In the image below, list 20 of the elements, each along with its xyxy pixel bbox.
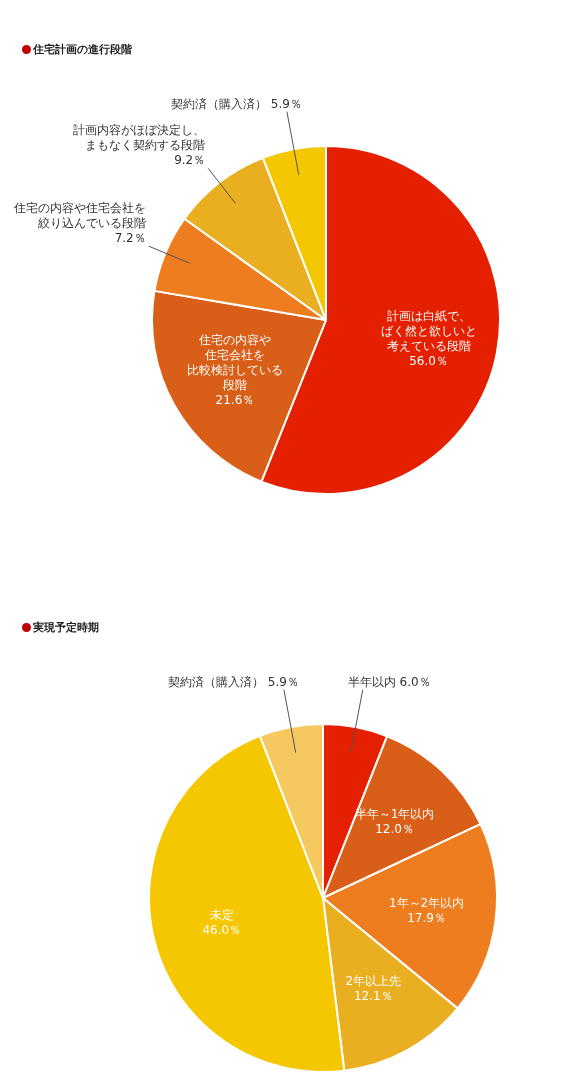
data-label: 7.2％ [114,231,146,246]
data-label: 9.2％ [174,153,206,168]
slice-label: 計画は白紙で、ばく然と欲しいと考えている段階 [380,309,477,354]
data-label: 46.0％ [202,923,242,938]
slice-label: 住宅の内容や住宅会社を比較検討している段階 [186,333,283,393]
data-label: 12.1％ [353,989,393,1004]
slice-label: 1年～2年以内 [388,895,465,910]
data-label: 21.6％ [215,393,255,408]
slice-label: 2年以上先 [345,974,402,989]
slice-label: 住宅の内容や住宅会社を絞り込んでいる段階 [12,201,146,231]
data-label: 12.0％ [375,821,414,836]
slice-label: 計画内容がほぼ決定し、まもなく契約する段階 [73,123,206,153]
slice-label: 契約済（購入済） 5.9％ [167,674,299,689]
slice-label: 契約済（購入済） 5.9％ [170,96,302,111]
slice-label: 未定 [209,908,234,923]
chart-title: 住宅計画の進行段階 [33,42,132,57]
data-label: 17.9％ [407,910,446,925]
data-label: 56.0％ [409,354,448,369]
slice-label: 半年以内 6.0％ [347,674,431,689]
chart-title: 実現予定時期 [33,620,99,635]
